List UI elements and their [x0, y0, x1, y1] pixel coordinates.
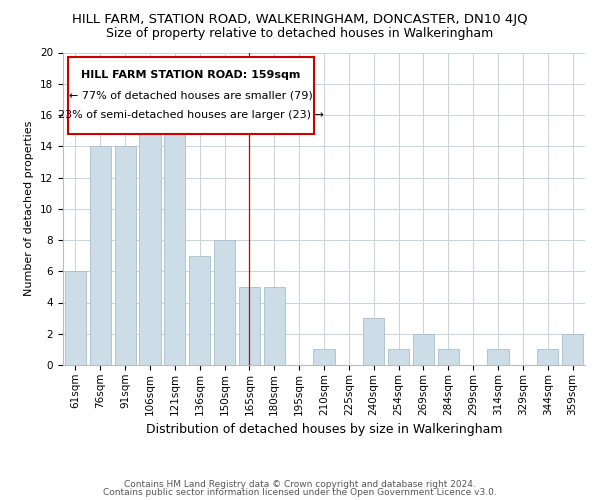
Bar	[90, 146, 111, 365]
Bar	[487, 350, 509, 365]
Bar	[164, 130, 185, 365]
Bar	[413, 334, 434, 365]
Bar	[189, 256, 210, 365]
Text: Size of property relative to detached houses in Walkeringham: Size of property relative to detached ho…	[106, 28, 494, 40]
Bar	[65, 271, 86, 365]
X-axis label: Distribution of detached houses by size in Walkeringham: Distribution of detached houses by size …	[146, 423, 502, 436]
Y-axis label: Number of detached properties: Number of detached properties	[25, 121, 34, 296]
Text: HILL FARM STATION ROAD: 159sqm: HILL FARM STATION ROAD: 159sqm	[81, 70, 301, 80]
Bar	[115, 146, 136, 365]
Bar	[214, 240, 235, 365]
Text: Contains HM Land Registry data © Crown copyright and database right 2024.: Contains HM Land Registry data © Crown c…	[124, 480, 476, 489]
Bar	[537, 350, 558, 365]
Bar	[388, 350, 409, 365]
Bar	[313, 350, 335, 365]
Text: 23% of semi-detached houses are larger (23) →: 23% of semi-detached houses are larger (…	[58, 110, 324, 120]
FancyBboxPatch shape	[68, 57, 314, 134]
Bar	[562, 334, 583, 365]
Bar	[264, 287, 285, 365]
Bar	[139, 100, 161, 365]
Bar	[363, 318, 384, 365]
Text: Contains public sector information licensed under the Open Government Licence v3: Contains public sector information licen…	[103, 488, 497, 497]
Text: ← 77% of detached houses are smaller (79): ← 77% of detached houses are smaller (79…	[69, 90, 313, 100]
Bar	[438, 350, 459, 365]
Text: HILL FARM, STATION ROAD, WALKERINGHAM, DONCASTER, DN10 4JQ: HILL FARM, STATION ROAD, WALKERINGHAM, D…	[72, 12, 528, 26]
Bar	[239, 287, 260, 365]
